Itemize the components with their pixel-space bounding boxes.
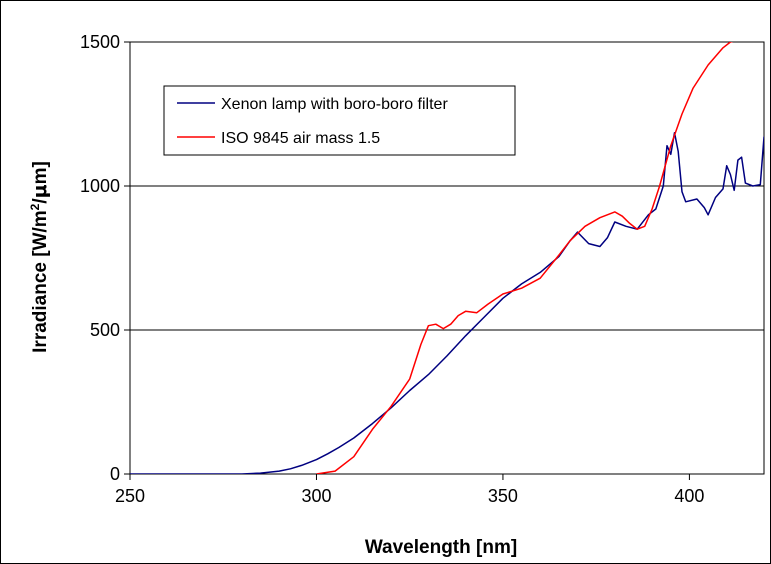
y-axis-title-slash: / [30, 198, 51, 204]
y-axis-title-part2: m] [30, 161, 51, 184]
legend-label-iso: ISO 9845 air mass 1.5 [221, 130, 380, 147]
y-axis-title-superscript: 2 [28, 203, 42, 210]
plot-area [129, 41, 765, 475]
y-tick-label-0: 0 [110, 464, 120, 484]
series-line-xenon [130, 131, 764, 474]
x-tick-label-350: 350 [488, 486, 518, 506]
x-axis: 250 300 350 400 [115, 474, 704, 506]
y-axis-title-micro: μ [29, 184, 51, 198]
series-line-iso [316, 42, 734, 474]
y-tick-label-1500: 1500 [80, 32, 120, 52]
legend-box [163, 85, 516, 156]
y-tick-label-1000: 1000 [80, 176, 120, 196]
x-tick-label-250: 250 [115, 486, 145, 506]
y-axis: 0 500 1000 1500 [80, 32, 130, 484]
y-axis-title-part1: Irradiance [W/m [30, 210, 51, 353]
y-axis-title: Irradiance [W/m2/μm] [28, 161, 51, 353]
legend: Xenon lamp with boro-boro filter ISO 984… [163, 85, 516, 156]
y-tick-label-500: 500 [90, 320, 120, 340]
gridlines [130, 185, 764, 331]
x-axis-title: Wavelength [nm] [365, 537, 517, 558]
x-tick-label-300: 300 [301, 486, 331, 506]
series-layer [130, 42, 764, 474]
x-tick-label-400: 400 [674, 486, 704, 506]
legend-label-xenon: Xenon lamp with boro-boro filter [221, 96, 448, 113]
